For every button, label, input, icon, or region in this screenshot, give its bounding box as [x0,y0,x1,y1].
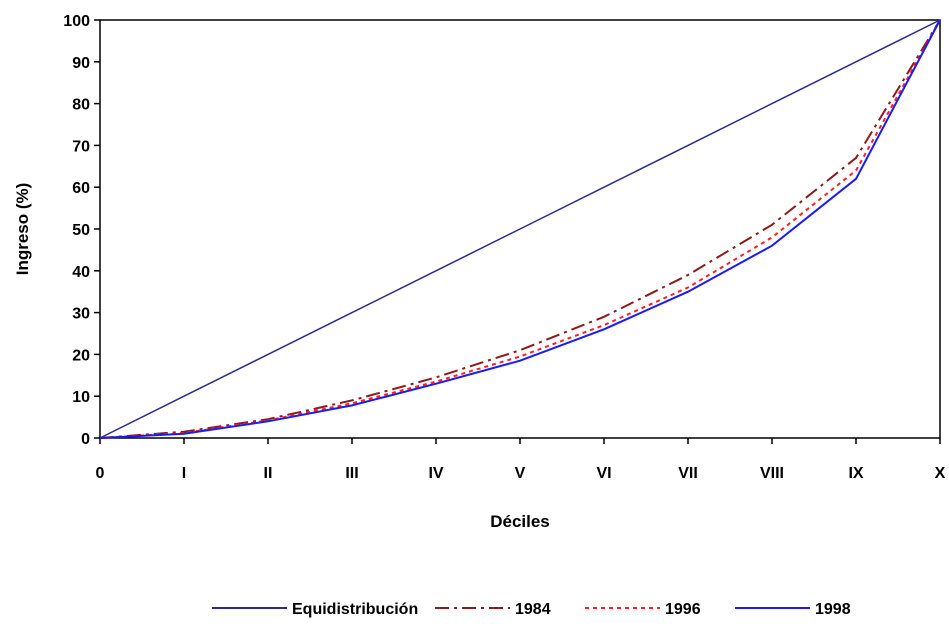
series-line-1984 [99,19,941,439]
y-tick-label: 70 [72,138,90,155]
y-tick-label: 10 [72,389,90,406]
y-tick-label: 40 [72,264,90,281]
y-tick-label: 0 [81,431,90,448]
series-lines [99,19,941,439]
series-line-1996 [99,19,941,439]
y-tick-label: 50 [72,222,90,239]
y-tick-label: 20 [72,347,90,364]
legend: Equidistribución 1984 1996 1998 [212,601,851,618]
legend-label: 1996 [665,601,701,618]
x-tick-label: III [345,465,358,482]
x-axis-title: Déciles [490,512,550,531]
x-tick-label: VII [678,465,698,482]
y-axis-title: Ingreso (%) [13,183,32,276]
series-line-1998 [99,19,941,439]
y-axis-ticks: 0 10 20 30 40 50 60 70 80 90 100 [63,13,100,448]
y-tick-label: 60 [72,180,90,197]
x-tick-label: VI [596,465,611,482]
x-tick-label: VIII [760,465,784,482]
series-line-equidistribuci-n [99,19,941,439]
x-tick-label: 0 [96,465,105,482]
x-tick-label: II [264,465,273,482]
legend-label: 1984 [515,601,551,618]
x-tick-label: V [515,465,526,482]
x-tick-label: I [182,465,186,482]
y-tick-label: 30 [72,306,90,323]
x-axis-ticks: 0 I II III IV V VI VII VIII IX X [96,438,946,482]
legend-label: 1998 [815,601,851,618]
y-tick-label: 100 [63,13,90,30]
y-tick-label: 90 [72,55,90,72]
x-tick-label: IX [848,465,863,482]
legend-label: Equidistribución [292,601,418,618]
x-tick-label: IV [428,465,443,482]
x-tick-label: X [935,465,946,482]
y-tick-label: 80 [72,97,90,114]
